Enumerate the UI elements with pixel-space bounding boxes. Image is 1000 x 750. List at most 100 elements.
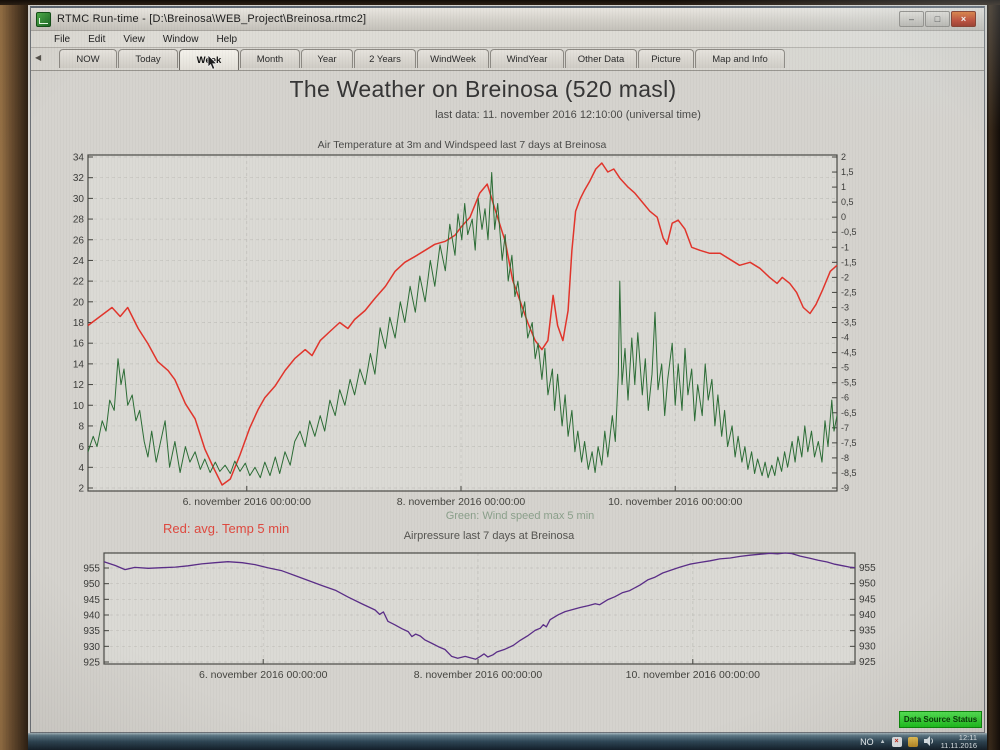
x-tick-label: 10. november 2016 00:00:00	[626, 669, 760, 681]
left-tick-label: 950	[83, 579, 100, 590]
plot-background	[88, 155, 837, 491]
wind-speed-max-5-min-line	[87, 172, 838, 479]
volume-icon[interactable]	[923, 733, 935, 750]
left-tick-label: 2	[78, 484, 84, 495]
system-tray: NO ▲ × 12:11 11.11.2016	[860, 733, 987, 750]
right-tick-label: 1,5	[841, 167, 854, 177]
tab-map-and-info[interactable]: Map and Info	[695, 49, 785, 68]
right-tick-label: -5,5	[841, 378, 857, 388]
x-tick-label: 10. november 2016 00:00:00	[608, 496, 742, 508]
right-tick-label: 940	[859, 610, 876, 621]
monitor-bezel-left	[0, 0, 28, 750]
left-tick-label: 32	[73, 173, 85, 184]
plot-background	[104, 553, 855, 664]
close-icon: ×	[960, 13, 967, 24]
left-tick-label: 24	[73, 256, 85, 267]
action-center-icon[interactable]: ×	[891, 736, 902, 747]
right-tick-label: 955	[859, 563, 876, 574]
left-tick-label: 940	[83, 611, 100, 622]
minimize-button[interactable]: –	[899, 11, 924, 27]
right-tick-label: -7,5	[841, 438, 857, 448]
left-tick-label: 14	[73, 359, 85, 370]
right-tick-label: -9	[841, 483, 849, 493]
right-tick-label: -6,5	[841, 408, 857, 418]
menu-file[interactable]: File	[54, 33, 71, 45]
right-tick-label: -6	[841, 393, 849, 403]
close-button[interactable]: ×	[951, 11, 976, 27]
right-tick-label: 935	[859, 626, 876, 637]
left-tick-label: 18	[73, 318, 85, 329]
left-tick-label: 22	[73, 277, 85, 288]
menu-edit[interactable]: Edit	[88, 33, 106, 45]
left-tick-label: 8	[78, 421, 84, 432]
right-tick-label: -3,5	[841, 318, 857, 328]
right-tick-label: 1	[841, 182, 846, 192]
right-tick-label: -8,5	[841, 468, 857, 478]
language-indicator[interactable]: NO	[860, 736, 874, 747]
right-tick-label: 0	[841, 212, 846, 222]
clock-date: 11.11.2016	[940, 740, 977, 750]
left-tick-label: 12	[73, 380, 85, 391]
left-tick-label: 935	[83, 626, 100, 637]
right-tick-label: -4	[841, 333, 849, 343]
right-tick-label: -1,5	[841, 257, 857, 267]
x-tick-label: 8. november 2016 00:00:00	[397, 496, 526, 508]
tab-2-years[interactable]: 2 Years	[354, 49, 416, 68]
left-tick-label: 10	[73, 401, 85, 412]
airpressure-line	[103, 552, 856, 660]
menu-window[interactable]: Window	[162, 33, 199, 45]
left-tick-label: 955	[83, 564, 100, 575]
chart1-title: Air Temperature at 3m and Windspeed last…	[317, 139, 607, 151]
tab-scroll-left-icon[interactable]: ◀	[35, 53, 42, 62]
tab-other-data[interactable]: Other Data	[565, 49, 637, 68]
monitor-bezel-right	[987, 0, 1000, 750]
tab-now[interactable]: NOW	[59, 49, 117, 68]
right-tick-label: -0,5	[841, 227, 857, 237]
right-tick-label: -2	[841, 272, 849, 282]
left-tick-label: 6	[78, 442, 84, 453]
taskbar[interactable]: NO ▲ × 12:11 11.11.2016	[28, 733, 987, 750]
tab-picture[interactable]: Picture	[638, 49, 694, 68]
rtmc-app-icon	[36, 11, 51, 27]
tab-windweek[interactable]: WindWeek	[417, 49, 489, 68]
left-tick-label: 26	[73, 235, 85, 246]
plot-frame	[103, 552, 856, 665]
tab-today[interactable]: Today	[118, 49, 178, 68]
right-tick-label: -3	[841, 302, 849, 312]
tab-windyear[interactable]: WindYear	[490, 49, 564, 68]
taskbar-clock[interactable]: 12:11 11.11.2016	[940, 732, 977, 750]
left-tick-label: 34	[73, 153, 85, 164]
menu-view[interactable]: View	[123, 33, 145, 45]
right-tick-label: -1	[841, 242, 849, 252]
tab-strip: NOWTodayWeekMonthYear2 YearsWindWeekWind…	[59, 49, 786, 70]
right-tick-label: 0,5	[841, 197, 854, 207]
energy-icon[interactable]	[907, 736, 918, 747]
data-source-status-badge[interactable]: Data Source Status	[899, 711, 982, 728]
chart2-title: Airpressure last 7 days at Breinosa	[403, 530, 575, 542]
minimize-icon: –	[908, 13, 914, 24]
x-tick-label: 8. november 2016 00:00:00	[414, 669, 543, 681]
page-title: The Weather on Breinosa (520 masl)	[289, 76, 677, 102]
left-tick-label: 945	[83, 595, 100, 606]
right-tick-label: -2,5	[841, 287, 857, 297]
right-tick-label: 930	[859, 641, 876, 652]
window-title: RTMC Run-time - [D:\Breinosa\WEB_Project…	[57, 13, 367, 25]
tab-year[interactable]: Year	[301, 49, 353, 68]
left-tick-label: 4	[78, 463, 84, 474]
right-tick-label: -8	[841, 453, 849, 463]
mouse-cursor-icon	[207, 55, 218, 70]
right-tick-label: 2	[841, 152, 846, 162]
clock-time: 12:11	[958, 732, 977, 742]
tab-month[interactable]: Month	[240, 49, 300, 68]
left-tick-label: 28	[73, 215, 85, 226]
right-tick-label: -5	[841, 363, 849, 373]
maximize-button[interactable]: □	[925, 11, 950, 27]
tray-expand-icon[interactable]: ▲	[879, 738, 886, 745]
menu-help[interactable]: Help	[216, 33, 238, 45]
tab-bar: ◀ NOWTodayWeekMonthYear2 YearsWindWeekWi…	[31, 48, 984, 71]
monitor-bezel-top	[0, 0, 1000, 5]
title-bar: RTMC Run-time - [D:\Breinosa\WEB_Project…	[31, 8, 984, 31]
